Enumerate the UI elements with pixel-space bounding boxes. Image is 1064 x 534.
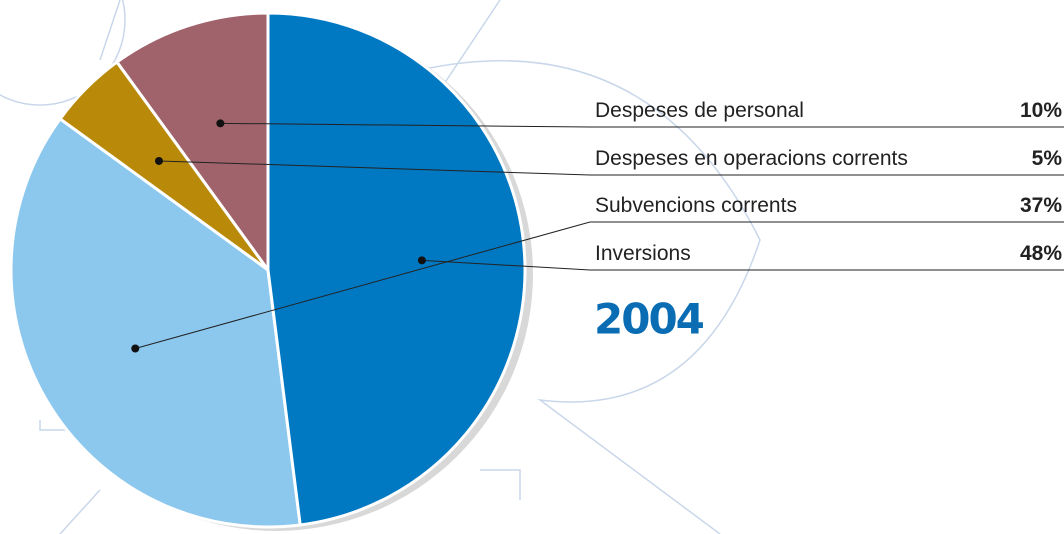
leader-dot (131, 344, 140, 353)
leader-line (135, 221, 591, 349)
legend-label: Despeses en operacions corrents (595, 147, 908, 170)
pie (9, 11, 533, 531)
leader-dot (417, 256, 426, 265)
leader-dot (154, 156, 163, 165)
legend-label: Inversions (595, 242, 691, 265)
chart-title: 2004 (594, 295, 704, 344)
value-label: 48% (1020, 242, 1062, 265)
leader-line (158, 160, 591, 176)
value-label: 37% (1020, 194, 1062, 217)
leader-line (421, 259, 591, 271)
leader-line (220, 122, 591, 128)
legend-label: Subvencions corrents (595, 194, 797, 217)
leader-dot (216, 119, 225, 128)
pie-slice (9, 116, 302, 529)
value-label: 5% (1032, 147, 1063, 170)
legend-label: Despeses de personal (595, 99, 804, 122)
value-label: 10% (1020, 99, 1062, 122)
pie-slice (266, 11, 527, 527)
pie-slice (114, 11, 270, 275)
legend: Despeses de personal 10% Despeses en opera… (131, 99, 1064, 353)
